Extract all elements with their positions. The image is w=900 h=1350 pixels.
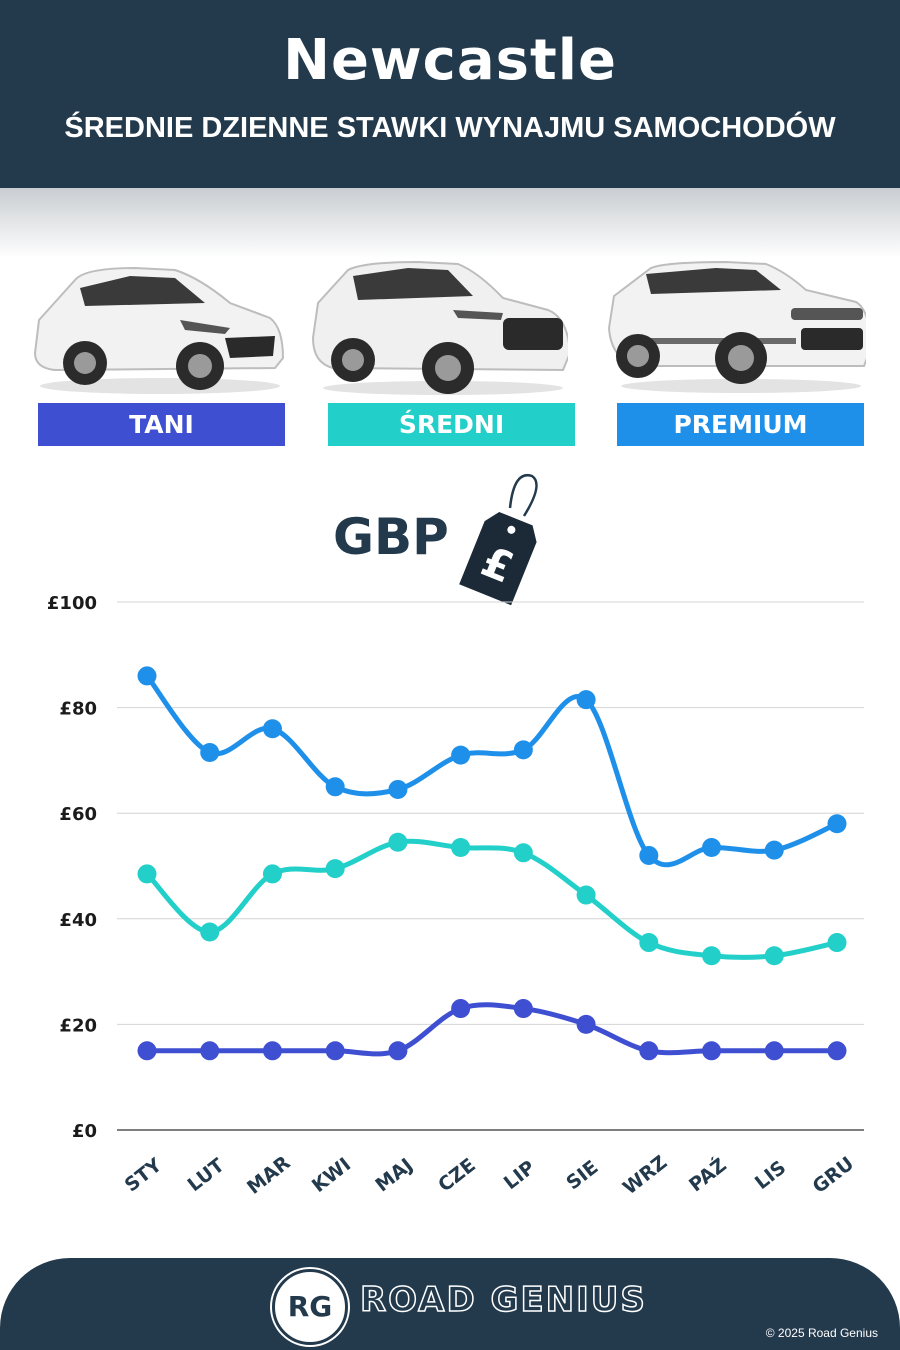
series-line [144,838,840,960]
data-point [513,843,533,863]
data-point [200,1041,220,1061]
data-point [576,690,596,710]
road-genius-logo: RG [272,1269,348,1345]
data-point [827,933,847,953]
data-point [576,1014,596,1034]
header-shadow [0,188,900,258]
data-point [451,745,471,765]
data-point [137,864,157,884]
data-point [513,740,533,760]
x-tick-label: SIE [562,1156,602,1194]
data-point [388,832,408,852]
x-tick-label: STY [121,1154,167,1196]
category-badge-premium: PREMIUM [617,403,864,446]
data-point [639,1041,659,1061]
brand-name: ROAD GENIUS [359,1279,647,1321]
category-badge-sredni: ŚREDNI [328,403,575,446]
price-tag-icon: £ [459,473,538,606]
suv-car-icon [311,260,568,395]
footer [0,1258,900,1350]
x-tick-label: WRZ [619,1151,671,1199]
x-tick-label: CZE [434,1154,480,1196]
data-point [325,1041,345,1061]
x-tick-label: LUT [184,1154,229,1196]
series-line [144,1002,840,1057]
y-tick-label: £100 [47,593,97,614]
data-point [702,838,722,858]
category-badge-tani: TANI [38,403,285,446]
y-tick-label: £0 [72,1121,97,1142]
data-point [388,779,408,799]
data-point [200,742,220,762]
data-point [764,946,784,966]
x-tick-label: LIS [751,1156,790,1194]
x-tick-label: GRU [809,1153,859,1198]
currency-label: GBP [333,508,449,566]
page-subtitle: ŚREDNIE DZIENNE STAWKI WYNAJMU SAMOCHODÓ… [64,112,836,144]
data-point [262,864,282,884]
data-point [639,845,659,865]
data-point [513,999,533,1019]
data-point [262,1041,282,1061]
data-point [639,933,659,953]
data-point [200,922,220,942]
data-point [827,814,847,834]
series-line [144,673,840,868]
data-point [576,885,596,905]
page-title: Newcastle [283,28,617,93]
data-point [325,777,345,797]
data-point [764,840,784,860]
data-point [262,719,282,739]
logo-text: RG [287,1290,333,1323]
y-tick-label: £40 [59,910,97,931]
x-tick-label: LIP [500,1156,540,1194]
x-tick-label: MAJ [371,1154,417,1196]
line-chart: £0 £20 £40 £60 £80 £100 STY LUT MAR KWI MAJ CZE LIP S… [47,593,864,1199]
data-point [451,999,471,1019]
copyright: © 2025 Road Genius [765,1326,878,1340]
data-point [451,838,471,858]
y-tick-label: £20 [59,1015,97,1036]
x-tick-label: MAR [243,1152,295,1199]
data-point [764,1041,784,1061]
hatchback-car-icon [33,266,285,394]
data-point [702,1041,722,1061]
y-tick-label: £80 [59,699,97,720]
x-tick-label: KWI [308,1153,355,1197]
header: Newcastle ŚREDNIE DZIENNE STAWKI WYNAJMU… [0,0,900,188]
y-tick-label: £60 [59,804,97,825]
x-tick-label: PAŹ [684,1153,730,1196]
data-point [702,946,722,966]
data-point [325,859,345,879]
data-point [137,1041,157,1061]
data-point [388,1041,408,1061]
luxury-suv-car-icon [607,260,866,393]
data-point [827,1041,847,1061]
data-point [137,666,157,686]
